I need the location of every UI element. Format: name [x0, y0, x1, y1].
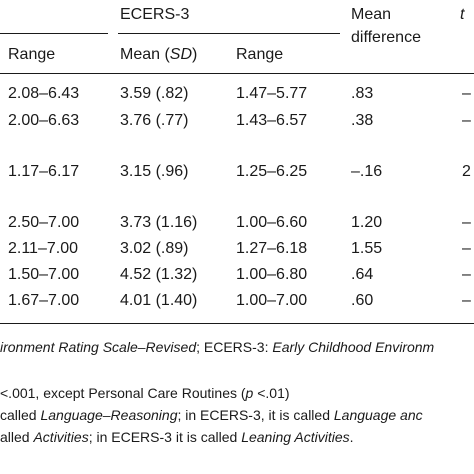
cell-t: 2: [462, 163, 471, 180]
note-significance: <.001, except Personal Care Routines (p …: [0, 385, 290, 401]
header-range-left: Range: [8, 46, 56, 63]
cell-range2: 1.00–6.60: [236, 214, 308, 231]
cell-mean: 3.15 (.96): [120, 163, 189, 180]
cell-range1: 1.67–7.00: [8, 292, 80, 309]
note-act-b: ; in ECERS-3 it is called: [88, 429, 242, 445]
cell-range1: 2.00–6.63: [8, 112, 80, 129]
header-rule-ecers3: [118, 33, 340, 34]
note-act-italic-b: Leaning Activities: [241, 429, 350, 445]
note-sig-p: p: [245, 385, 254, 401]
header-ecers3: ECERS-3: [120, 6, 190, 23]
note-sep: ; ECERS-3:: [196, 339, 273, 355]
note-sig-b: <.01): [253, 385, 290, 401]
cell-diff: .38: [351, 112, 374, 129]
cell-range2: 1.00–7.00: [236, 292, 308, 309]
note-activities: alled Activities; in ECERS-3 it is calle…: [0, 429, 354, 445]
header-mean-sd-prefix: Mean (: [120, 46, 170, 63]
header-mean-difference-1: Mean: [351, 6, 392, 23]
header-range-right: Range: [236, 46, 284, 63]
cell-diff: –.16: [351, 163, 383, 180]
cell-mean: 3.76 (.77): [120, 112, 189, 129]
cell-diff: .60: [351, 292, 374, 309]
cell-mean: 3.59 (.82): [120, 85, 189, 102]
cell-range2: 1.27–6.18: [236, 240, 308, 257]
note-act-a: alled: [0, 429, 34, 445]
note-sig-a: <.001, except Personal Care Routines (: [0, 385, 246, 401]
note-lang-italic-a: Language–Reasoning: [40, 407, 178, 423]
cell-range1: 2.08–6.43: [8, 85, 80, 102]
cell-t: –: [462, 240, 471, 257]
cell-t: –: [462, 112, 471, 129]
cell-mean: 4.52 (1.32): [120, 266, 198, 283]
header-rule-left: [0, 33, 108, 34]
cell-mean: 3.73 (1.16): [120, 214, 198, 231]
header-mean-sd-italic: SD: [169, 46, 193, 63]
cell-t: –: [462, 292, 471, 309]
cell-t: –: [462, 85, 471, 102]
header-mean-sd-suffix: ): [192, 46, 198, 63]
note-act-italic-a: Activities: [33, 429, 89, 445]
cell-diff: .83: [351, 85, 374, 102]
cell-range2: 1.25–6.25: [236, 163, 308, 180]
header-mean-difference-2: difference: [351, 29, 421, 46]
cell-diff: 1.20: [351, 214, 383, 231]
note-ecers3-name: Early Childhood Environm: [272, 339, 435, 355]
note-ecers-r-name: ironment Rating Scale–Revised: [0, 339, 197, 355]
note-lang-b: ; in ECERS-3, it is called: [177, 407, 334, 423]
cell-mean: 3.02 (.89): [120, 240, 189, 257]
header-t: t: [460, 6, 465, 23]
note-lang-a: called: [0, 407, 41, 423]
note-abbreviations: ironment Rating Scale–Revised; ECERS-3: …: [0, 339, 434, 355]
cell-range2: 1.43–6.57: [236, 112, 308, 129]
cell-diff: .64: [351, 266, 374, 283]
cell-t: –: [462, 214, 471, 231]
note-lang-italic-b: Language anc: [333, 407, 423, 423]
cell-diff: 1.55: [351, 240, 383, 257]
note-act-c: .: [349, 429, 354, 445]
table-bottom-rule: [0, 323, 474, 324]
header-bottom-rule: [0, 73, 474, 74]
cell-range1: 1.50–7.00: [8, 266, 80, 283]
cell-range1: 2.11–7.00: [8, 240, 78, 257]
cell-mean: 4.01 (1.40): [120, 292, 198, 309]
note-language: called Language–Reasoning; in ECERS-3, i…: [0, 407, 423, 423]
header-mean-sd: Mean (SD): [120, 46, 197, 64]
cell-range2: 1.47–5.77: [236, 85, 308, 102]
cell-range1: 1.17–6.17: [8, 163, 80, 180]
cell-range2: 1.00–6.80: [236, 266, 308, 283]
cell-t: –: [462, 266, 471, 283]
cell-range1: 2.50–7.00: [8, 214, 80, 231]
